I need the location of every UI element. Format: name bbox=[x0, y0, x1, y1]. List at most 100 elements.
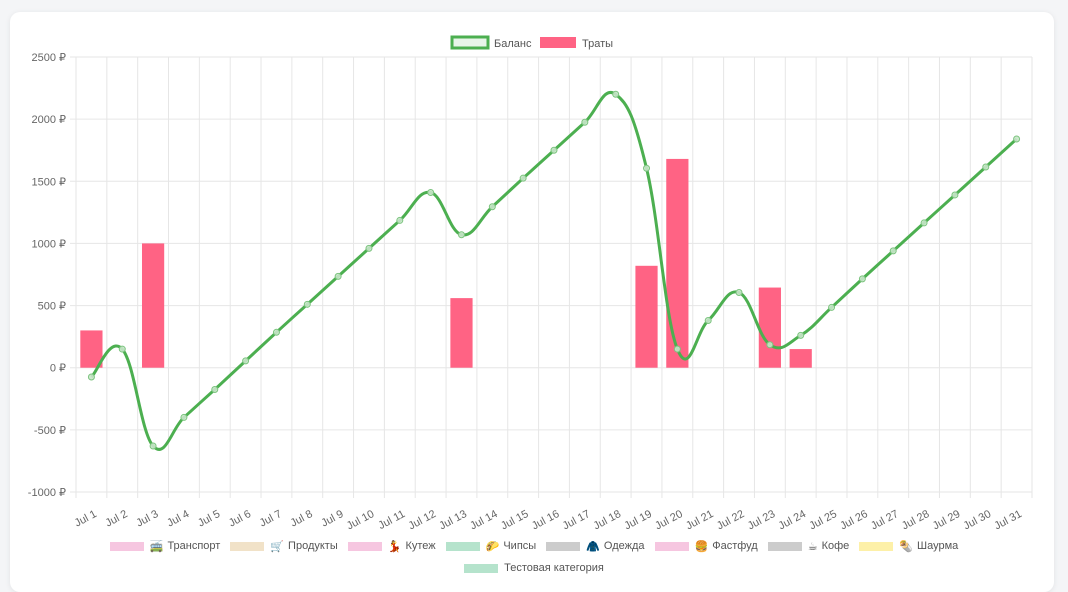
x-tick-label: Jul 15 bbox=[499, 508, 531, 532]
x-tick-label: Jul 5 bbox=[196, 508, 222, 530]
x-tick-label: Jul 28 bbox=[900, 508, 932, 532]
balance-point bbox=[920, 219, 928, 227]
chart-legend[interactable]: Баланс Траты bbox=[450, 35, 613, 50]
balance-point bbox=[457, 231, 465, 239]
category-label: Транспорт bbox=[167, 540, 221, 552]
category-label: Кутеж bbox=[405, 540, 436, 552]
x-tick-label: Jul 29 bbox=[931, 508, 963, 532]
y-tick-label: 2500 ₽ bbox=[31, 52, 66, 64]
category-legend-item[interactable]: ☕ Кофе bbox=[767, 539, 850, 553]
category-legend-item[interactable]: 🚎 Транспорт bbox=[109, 539, 221, 553]
legend-swatch-balance bbox=[450, 35, 490, 50]
y-tick-label: -500 ₽ bbox=[34, 425, 66, 437]
category-legend-item[interactable]: 🌯 Шаурма bbox=[859, 539, 958, 553]
balance-point bbox=[87, 373, 95, 381]
x-tick-label: Jul 16 bbox=[530, 508, 562, 532]
x-tick-label: Jul 26 bbox=[838, 508, 870, 532]
balance-point bbox=[488, 203, 496, 211]
category-legend-item[interactable]: Тестовая категория bbox=[464, 561, 604, 575]
y-tick-label: 1000 ₽ bbox=[31, 238, 66, 250]
balance-point bbox=[673, 345, 681, 353]
category-swatch bbox=[546, 541, 581, 551]
x-tick-label: Jul 18 bbox=[592, 508, 624, 532]
chart-card bbox=[10, 12, 1054, 592]
x-tick-label: Jul 19 bbox=[622, 508, 654, 532]
balance-point bbox=[427, 188, 435, 196]
x-tick-label: Jul 7 bbox=[258, 508, 284, 530]
category-swatch bbox=[445, 541, 480, 551]
balance-point bbox=[704, 316, 712, 324]
x-tick-label: Jul 27 bbox=[869, 508, 901, 532]
legend-label-expenses: Траты bbox=[582, 38, 613, 50]
balance-point bbox=[612, 90, 620, 98]
category-label: Кофе bbox=[821, 540, 850, 552]
category-swatch bbox=[109, 541, 144, 551]
x-tick-label: Jul 23 bbox=[746, 508, 778, 532]
balance-point bbox=[951, 191, 959, 199]
y-tick-label: 0 ₽ bbox=[50, 363, 66, 375]
x-tick-label: Jul 21 bbox=[684, 508, 716, 532]
balance-point bbox=[211, 385, 219, 393]
category-swatch bbox=[654, 541, 689, 551]
balance-point bbox=[519, 174, 527, 182]
category-legend-item[interactable]: 🍔 Фастфуд bbox=[654, 539, 758, 553]
balance-point bbox=[180, 413, 188, 421]
balance-point bbox=[982, 163, 990, 171]
balance-point bbox=[1013, 135, 1021, 143]
balance-point bbox=[118, 345, 126, 353]
category-icon: 🌯 bbox=[899, 540, 913, 553]
category-legend-item[interactable]: 🛒 Продукты bbox=[230, 539, 338, 553]
balance-point bbox=[550, 146, 558, 154]
category-swatch bbox=[767, 541, 802, 551]
balance-expenses-chart: 2500 ₽ 2000 ₽ 1500 ₽ 1000 ₽ 500 ₽ 0 ₽ -500 ₽ -1… bbox=[28, 35, 1033, 532]
balance-point bbox=[365, 244, 373, 252]
expense-bar bbox=[450, 298, 473, 368]
expense-bar bbox=[635, 265, 658, 368]
y-tick-label: -1000 ₽ bbox=[28, 487, 66, 499]
y-tick-label: 1500 ₽ bbox=[31, 176, 66, 188]
category-icon: 💃 bbox=[387, 540, 402, 553]
category-label: Одежда bbox=[603, 540, 645, 552]
category-legend-item[interactable]: 💃 Кутеж bbox=[347, 539, 436, 553]
balance-point bbox=[334, 272, 342, 280]
x-tick-label: Jul 25 bbox=[807, 508, 839, 532]
category-label: Продукты bbox=[288, 540, 338, 552]
balance-point bbox=[889, 247, 897, 255]
x-tick-label: Jul 9 bbox=[319, 508, 345, 530]
balance-point bbox=[303, 300, 311, 308]
balance-point bbox=[766, 341, 774, 349]
x-tick-label: Jul 22 bbox=[715, 508, 747, 532]
x-tick-label: Jul 30 bbox=[962, 508, 994, 532]
balance-point bbox=[735, 289, 743, 297]
category-label: Тестовая категория bbox=[504, 562, 604, 574]
category-icon: 🌮 bbox=[485, 540, 500, 553]
category-icon: 🛒 bbox=[270, 540, 285, 553]
category-icon: 🧥 bbox=[586, 540, 600, 553]
x-tick-label: Jul 4 bbox=[165, 508, 191, 530]
x-tick-label: Jul 14 bbox=[468, 508, 500, 532]
x-tick-label: Jul 8 bbox=[289, 508, 315, 530]
balance-point bbox=[797, 331, 805, 339]
x-tick-label: Jul 10 bbox=[345, 508, 377, 532]
category-label: Фастфуд bbox=[712, 540, 758, 552]
category-label: Чипсы bbox=[503, 540, 537, 552]
legend-label-balance: Баланс bbox=[494, 38, 532, 50]
x-tick-label: Jul 12 bbox=[406, 508, 438, 532]
balance-point bbox=[242, 357, 250, 365]
category-icon: 🍔 bbox=[694, 540, 709, 553]
expense-bar bbox=[758, 287, 781, 368]
x-tick-label: Jul 1 bbox=[73, 508, 99, 530]
balance-point bbox=[643, 164, 651, 172]
category-icon: 🚎 bbox=[149, 540, 164, 553]
balance-line bbox=[90, 90, 1018, 451]
category-legend-item[interactable]: 🌮 Чипсы bbox=[445, 539, 537, 553]
x-tick-label: Jul 3 bbox=[134, 508, 160, 530]
expense-bar bbox=[141, 243, 165, 368]
x-tick-label: Jul 17 bbox=[561, 508, 593, 532]
expense-bar bbox=[666, 158, 689, 368]
balance-point bbox=[272, 328, 280, 336]
category-icon: ☕ bbox=[807, 540, 818, 553]
category-swatch bbox=[859, 541, 894, 551]
category-legend-item[interactable]: 🧥 Одежда bbox=[546, 539, 645, 553]
x-tick-label: Jul 11 bbox=[376, 508, 407, 532]
